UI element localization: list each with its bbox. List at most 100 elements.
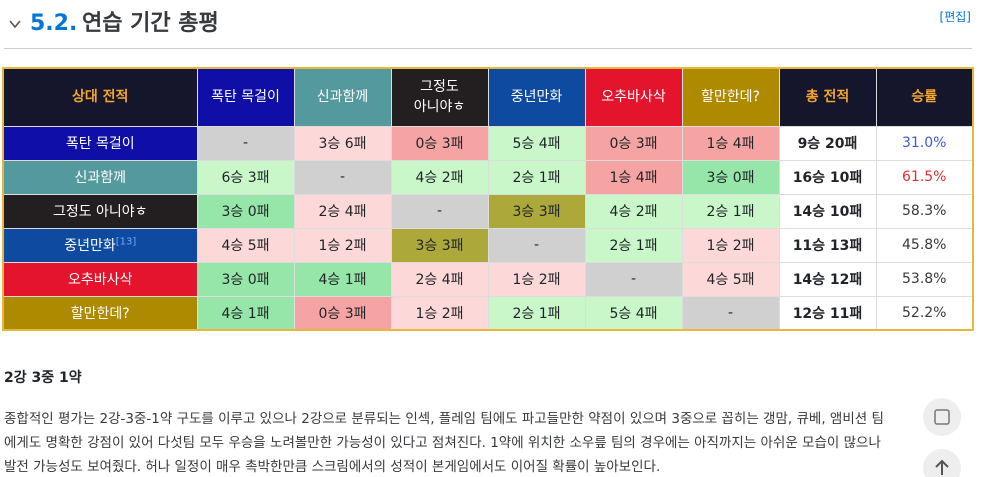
record-cell: 2승 1패 — [681, 193, 780, 229]
win-rate-cell: 52.2% — [875, 295, 974, 331]
team-name-cell: 그정도 아니야ㅎ — [2, 193, 198, 229]
header-label: 오추바사삭 — [601, 89, 666, 106]
record-cell: 1승 4패 — [681, 125, 780, 161]
record-cell: 3승 3패 — [487, 193, 586, 229]
record-cell: 4승 2패 — [390, 159, 489, 195]
team-name-cell: 오추바사삭 — [2, 261, 198, 297]
win-rate-cell: 31.0% — [875, 125, 974, 161]
record-cell: 5승 4패 — [487, 125, 586, 161]
edit-icon — [934, 409, 950, 425]
section-number[interactable]: 5.2. — [30, 11, 78, 36]
record-cell: 6승 3패 — [196, 159, 295, 195]
team-name-cell: 할만한데? — [2, 295, 198, 331]
team-name-cell: 신과함께 — [2, 159, 198, 195]
summary-paragraph: 종합적인 평가는 2강-3중-1약 구도를 이루고 있으나 2강으로 분류되는 … — [4, 407, 970, 477]
record-cell: 3승 0패 — [196, 193, 295, 229]
table-row: 오추바사삭 3승 0패 4승 1패 2승 4패 1승 2패 -4승 5패 14승 12패 53… — [2, 261, 974, 297]
total-record-cell: 14승 12패 — [778, 261, 877, 297]
record-cell: 0승 3패 — [293, 295, 392, 331]
section-header: 5.2. 연습 기간 총평 [편집] — [0, 0, 984, 50]
record-cell: 2승 1패 — [584, 227, 683, 263]
total-record-cell: 16승 10패 — [778, 159, 877, 195]
record-cell: 3승 6패 — [293, 125, 392, 161]
header-label: 승률 — [911, 89, 938, 106]
record-cell: 1승 2패 — [487, 261, 586, 297]
record-cell: 3승 3패 — [390, 227, 489, 263]
record-cell: - — [584, 261, 683, 297]
team-name-cell: 폭탄 목걸이 — [2, 125, 198, 161]
scroll-top-button[interactable] — [923, 398, 961, 436]
header-label: 신과함께 — [316, 89, 369, 106]
record-cell: 2승 4패 — [390, 261, 489, 297]
summary-line: 발전 가능성도 보여줬다. 허나 일정이 매우 촉박한만큼 스크림에서의 성적이… — [4, 459, 661, 475]
record-cell: 1승 4패 — [584, 159, 683, 195]
section-title: 연습 기간 총평 — [82, 11, 219, 36]
header-label: 총 전적 — [805, 89, 850, 106]
win-rate-cell: 53.8% — [875, 261, 974, 297]
team-name: 신과함께 — [74, 170, 127, 186]
total-record-cell: 14승 10패 — [778, 193, 877, 229]
record-cell: - — [681, 295, 780, 331]
header-label: 할만한데? — [701, 89, 760, 106]
header-label: 중년만화 — [510, 89, 563, 106]
record-cell: 2승 4패 — [293, 193, 392, 229]
footnote-link[interactable]: [13] — [115, 236, 137, 248]
table-row: 할만한데? 4승 1패 0승 3패 1승 2패 2승 1패 5승 4패 -12승 11패 52… — [2, 295, 974, 331]
summary-line: 에게도 명확한 강점이 있어 다섯팀 모두 우승을 노려볼만한 가능성이 있다고… — [4, 435, 881, 451]
header-cell: 승률 — [875, 67, 974, 127]
record-cell: 3승 0패 — [681, 159, 780, 195]
table-row: 중년만화[13] 4승 5패 1승 2패 3승 3패 -2승 1패 1승 2패 11승 13… — [2, 227, 974, 263]
record-cell: 4승 1패 — [196, 295, 295, 331]
record-cell: 1승 2패 — [681, 227, 780, 263]
section-divider — [4, 48, 972, 49]
header-cell: 중년만화 — [487, 67, 586, 127]
chevron-down-icon[interactable] — [7, 16, 23, 32]
record-cell: 4승 1패 — [293, 261, 392, 297]
record-cell: - — [487, 227, 586, 263]
win-rate-cell: 45.8% — [875, 227, 974, 263]
team-name: 할만한데? — [70, 305, 130, 322]
total-record-cell: 12승 11패 — [778, 295, 877, 331]
record-cell: - — [293, 159, 392, 195]
header-cell: 폭탄 목걸이 — [196, 67, 295, 127]
total-record-cell: 9승 20패 — [778, 125, 877, 161]
record-cell: 5승 4패 — [584, 295, 683, 331]
header-label: 상대 전적 — [72, 89, 129, 106]
table-row: 그정도 아니야ㅎ 3승 0패 2승 4패 -3승 3패 4승 2패 2승 1패 14승 10… — [2, 193, 974, 229]
record-cell: 4승 5패 — [196, 227, 295, 263]
team-name: 오추바사삭 — [68, 272, 133, 288]
summary-line: 종합적인 평가는 2강-3중-1약 구도를 이루고 있으나 2강으로 분류되는 … — [4, 411, 884, 427]
record-cell: 1승 2패 — [293, 227, 392, 263]
record-cell: 0승 3패 — [584, 125, 683, 161]
record-cell: 4승 2패 — [584, 193, 683, 229]
header-label: 폭탄 목걸이 — [211, 89, 280, 106]
team-name: 그정도 아니야ㅎ — [52, 204, 148, 220]
summary-heading: 2강 3중 1약 — [4, 370, 82, 386]
table-row: 신과함께 6승 3패 -4승 2패 2승 1패 1승 4패 3승 0패 16승 10패 61.… — [2, 159, 974, 195]
header-label: 그정도 — [420, 79, 459, 96]
scroll-up-button[interactable] — [923, 449, 961, 477]
record-cell: 0승 3패 — [390, 125, 489, 161]
header-cell: 신과함께 — [293, 67, 392, 127]
record-cell: 4승 5패 — [681, 261, 780, 297]
record-cell: 2승 1패 — [487, 159, 586, 195]
table-row: 폭탄 목걸이 -3승 6패 0승 3패 5승 4패 0승 3패 1승 4패 9승 20패 31… — [2, 125, 974, 161]
header-cell: 총 전적 — [778, 67, 877, 127]
win-rate-cell: 58.3% — [875, 193, 974, 229]
record-cell: 3승 0패 — [196, 261, 295, 297]
record-cell: - — [390, 193, 489, 229]
header-label: 아니야ㅎ — [413, 99, 466, 116]
record-cell: 2승 1패 — [487, 295, 586, 331]
arrow-up-icon — [935, 459, 949, 475]
total-record-cell: 11승 13패 — [778, 227, 877, 263]
edit-link[interactable]: [편집] — [939, 10, 971, 24]
team-name: 폭탄 목걸이 — [65, 136, 135, 152]
team-name-cell: 중년만화[13] — [2, 227, 198, 263]
header-cell: 할만한데? — [681, 67, 780, 127]
record-cell: 1승 2패 — [390, 295, 489, 331]
team-name: 중년만화 — [64, 238, 116, 254]
record-cell: - — [196, 125, 295, 161]
header-cell: 오추바사삭 — [584, 67, 683, 127]
